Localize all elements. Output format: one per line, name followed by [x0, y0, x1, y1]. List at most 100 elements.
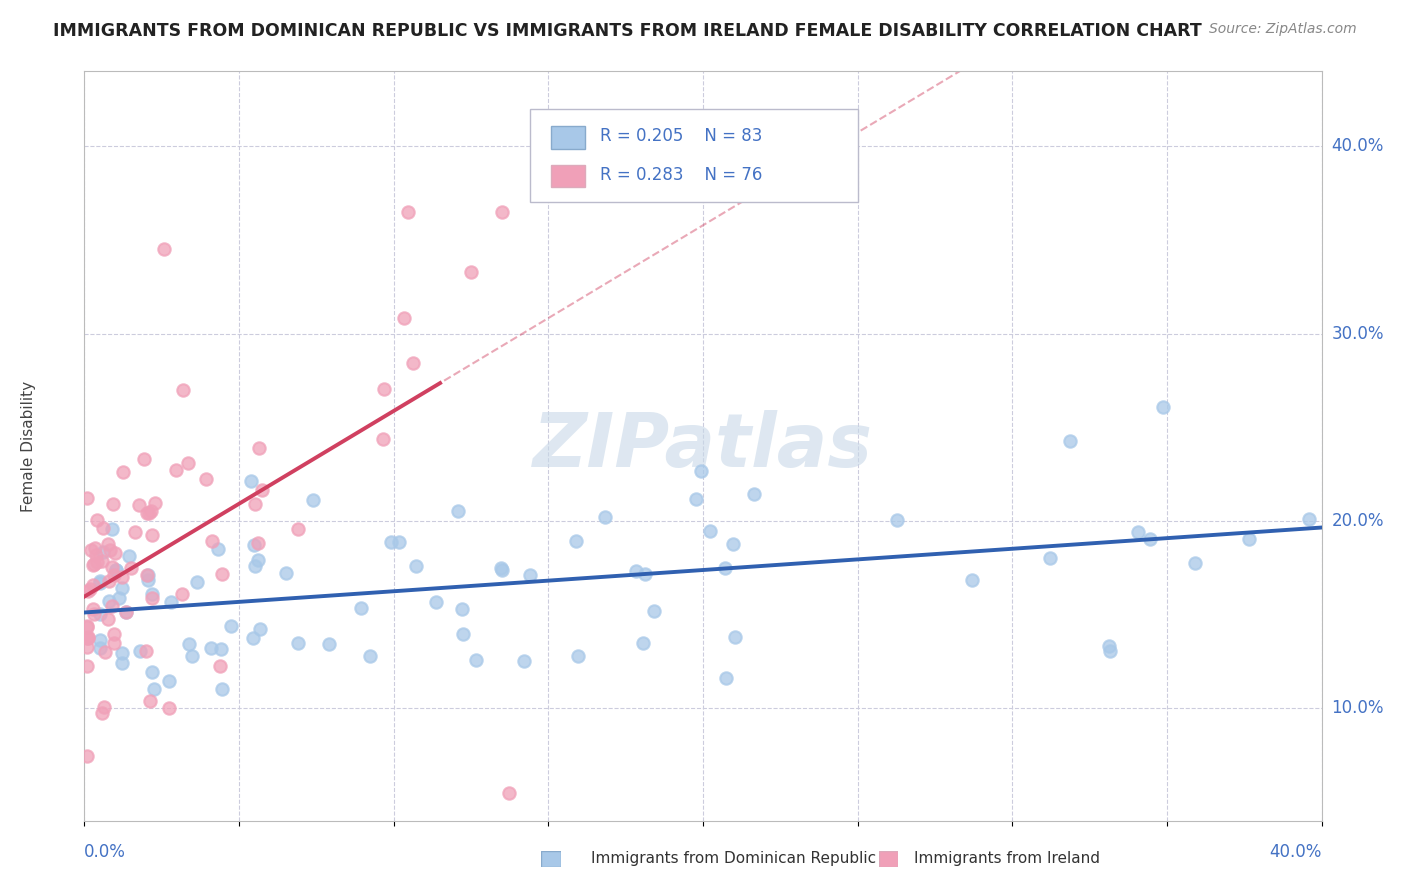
Point	[209, 641, 232, 656]
Point	[179, 637, 201, 651]
Point	[101, 599, 124, 614]
Bar	[551, 165, 585, 187]
Point	[464, 653, 486, 667]
Point	[101, 522, 124, 536]
Point	[243, 538, 266, 552]
Text: 40.0%: 40.0%	[1270, 843, 1322, 861]
Point	[246, 536, 269, 550]
Text: Source: ZipAtlas.com: Source: ZipAtlas.com	[1209, 22, 1357, 37]
Text: 40.0%: 40.0%	[1331, 137, 1384, 155]
Point	[141, 665, 163, 680]
Point	[135, 568, 157, 582]
Point	[287, 635, 309, 649]
Point	[274, 566, 297, 581]
Point	[124, 525, 146, 540]
Point	[380, 535, 402, 549]
Point	[1237, 533, 1260, 547]
Point	[77, 583, 100, 598]
Point	[249, 622, 271, 636]
Bar	[551, 126, 585, 149]
Point	[489, 561, 512, 575]
Point	[111, 465, 134, 479]
Point	[200, 640, 222, 655]
Point	[172, 383, 194, 397]
Point	[82, 601, 104, 615]
Point	[498, 786, 520, 800]
Point	[138, 506, 160, 520]
Point	[208, 658, 231, 673]
Point	[101, 560, 124, 574]
Point	[138, 567, 160, 582]
Point	[716, 672, 738, 686]
Point	[84, 541, 107, 556]
Point	[83, 607, 105, 621]
Point	[141, 527, 163, 541]
Point	[1298, 512, 1320, 526]
Point	[160, 594, 183, 608]
Point	[84, 548, 107, 562]
Point	[392, 310, 415, 325]
Point	[157, 674, 180, 689]
Point	[79, 582, 101, 596]
Point	[76, 640, 98, 654]
Point	[172, 587, 194, 601]
FancyBboxPatch shape	[530, 109, 858, 202]
Point	[136, 506, 159, 520]
Point	[103, 498, 125, 512]
Point	[94, 645, 117, 659]
Point	[77, 630, 100, 644]
Point	[194, 473, 217, 487]
Point	[513, 654, 536, 668]
Point	[76, 619, 98, 633]
Point	[699, 524, 721, 539]
Point	[960, 573, 983, 587]
Point	[371, 432, 394, 446]
Point	[564, 534, 586, 549]
Point	[402, 356, 425, 370]
Point	[86, 555, 108, 569]
Point	[89, 641, 111, 656]
Point	[86, 513, 108, 527]
Point	[89, 575, 111, 590]
Text: Female Disability: Female Disability	[21, 380, 37, 512]
Point	[451, 601, 474, 615]
Point	[82, 558, 104, 572]
Point	[634, 566, 657, 581]
Text: ZIPatlas: ZIPatlas	[533, 409, 873, 483]
Point	[135, 644, 157, 658]
Point	[165, 463, 187, 477]
Point	[128, 498, 150, 512]
Point	[246, 552, 269, 566]
Point	[136, 574, 159, 588]
Point	[1039, 550, 1062, 565]
Text: 0.0%: 0.0%	[84, 843, 127, 861]
Point	[103, 636, 125, 650]
Point	[141, 587, 163, 601]
Point	[242, 631, 264, 645]
Point	[111, 581, 134, 595]
Point	[118, 549, 141, 563]
Point	[626, 564, 648, 578]
Text: IMMIGRANTS FROM DOMINICAN REPUBLIC VS IMMIGRANTS FROM IRELAND FEMALE DISABILITY : IMMIGRANTS FROM DOMINICAN REPUBLIC VS IM…	[53, 22, 1202, 40]
Point	[219, 619, 242, 633]
Point	[388, 535, 411, 549]
Text: 10.0%: 10.0%	[1331, 699, 1384, 717]
Point	[134, 452, 156, 467]
Point	[98, 574, 121, 588]
Point	[211, 681, 233, 696]
Point	[243, 497, 266, 511]
Point	[451, 627, 474, 641]
Point	[97, 537, 120, 551]
Point	[302, 493, 325, 508]
Point	[689, 464, 711, 478]
Point	[519, 567, 541, 582]
Point	[211, 566, 233, 581]
Point	[110, 656, 132, 670]
Point	[89, 607, 111, 621]
Point	[239, 475, 262, 489]
Point	[1152, 400, 1174, 414]
Point	[104, 563, 127, 577]
Point	[104, 563, 127, 577]
Point	[318, 637, 340, 651]
Point	[97, 612, 120, 626]
